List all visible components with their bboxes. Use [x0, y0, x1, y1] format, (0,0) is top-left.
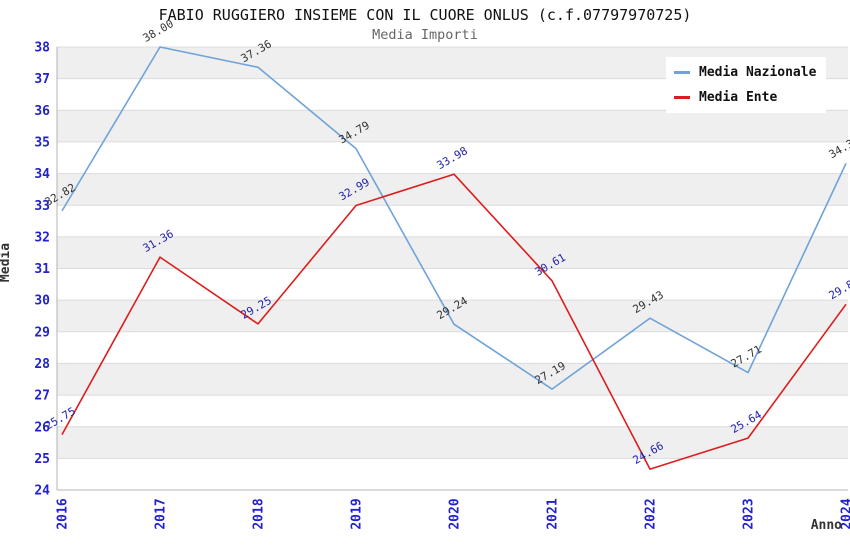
data-label: 29.87: [827, 274, 850, 302]
data-label: 33.98: [435, 144, 470, 172]
y-tick-label: 26: [34, 420, 50, 435]
legend-item-media-nazionale: Media Nazionale: [674, 60, 816, 85]
legend-swatch-blue-line-icon: [674, 71, 690, 74]
y-axis-title: Media: [0, 242, 14, 283]
y-tick-label: 28: [34, 357, 50, 372]
legend: Media Nazionale Media Ente: [666, 57, 827, 113]
chart-title: FABIO RUGGIERO INSIEME CON IL CUORE ONLU…: [158, 6, 692, 24]
plot-band: [57, 110, 848, 142]
y-tick-label: 27: [34, 389, 50, 404]
legend-swatch-red-line-icon: [674, 96, 690, 99]
y-tick-label: 25: [34, 452, 50, 467]
y-tick-label: 31: [34, 262, 50, 277]
x-tick-label: 2020: [448, 498, 463, 529]
y-tick-label: 36: [34, 104, 50, 119]
y-tick-label: 34: [34, 167, 50, 182]
y-tick-label: 24: [34, 484, 50, 499]
plot-band: [57, 173, 848, 206]
x-tick-label: 2022: [644, 498, 659, 529]
plot-band: [57, 300, 848, 332]
x-tick-label: 2017: [154, 498, 169, 529]
series-line: [61, 46, 847, 390]
y-tick-label: 32: [34, 230, 50, 245]
plot-band: [57, 426, 848, 459]
x-axis-title: Anno: [810, 518, 842, 533]
y-tick-label: 30: [34, 294, 50, 309]
legend-label: Media Nazionale: [699, 65, 817, 80]
x-tick-label: 2021: [546, 498, 561, 529]
series-line: [61, 173, 847, 470]
x-tick-label: 2019: [350, 498, 365, 529]
y-tick-label: 35: [34, 135, 50, 150]
legend-item-media-ente: Media Ente: [674, 85, 816, 110]
y-tick-label: 33: [34, 199, 50, 214]
plot-band: [57, 236, 848, 269]
x-tick-label: 2018: [252, 498, 267, 529]
chart-subtitle: Media Importi: [372, 27, 478, 43]
plot-band: [57, 363, 848, 396]
x-tick-label: 2016: [56, 498, 71, 529]
data-label: 38.00: [141, 17, 176, 45]
x-tick-label: 2023: [742, 498, 757, 529]
y-tick-label: 37: [34, 72, 50, 87]
y-tick-label: 29: [34, 325, 50, 340]
legend-label: Media Ente: [699, 90, 778, 105]
y-tick-label: 38: [34, 41, 50, 56]
x-tick-label: 2024: [840, 498, 850, 529]
